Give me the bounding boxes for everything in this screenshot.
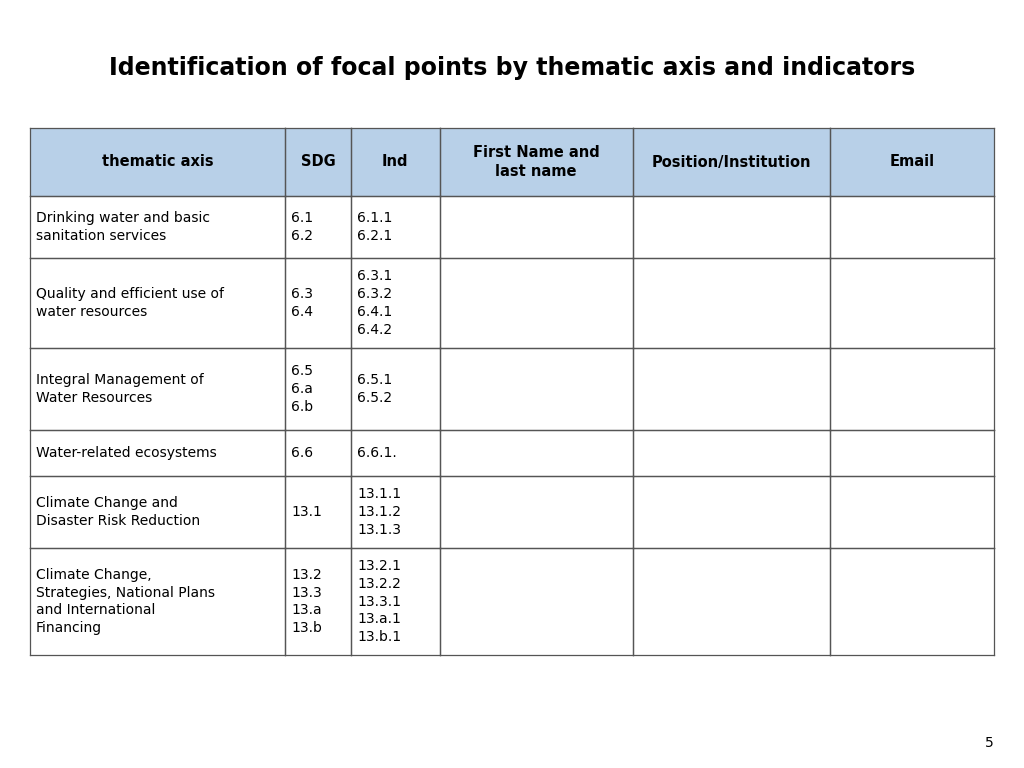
Text: Integral Management of
Water Resources: Integral Management of Water Resources [36,373,204,405]
Bar [286,128,351,196]
Bar [439,548,633,655]
Bar [351,348,439,430]
Text: 6.5.1
6.5.2: 6.5.1 6.5.2 [357,373,392,405]
Text: 6.1
6.2: 6.1 6.2 [292,211,313,243]
Bar [439,430,633,476]
Bar [30,258,286,348]
Text: SDG: SDG [301,154,336,170]
Bar [30,548,286,655]
Bar [830,476,994,548]
Text: 6.6: 6.6 [292,446,313,460]
Text: Drinking water and basic
sanitation services: Drinking water and basic sanitation serv… [36,211,210,243]
Bar [30,348,286,430]
Text: thematic axis: thematic axis [102,154,214,170]
Bar [439,348,633,430]
Bar [439,476,633,548]
Bar [633,430,830,476]
Text: Position/Institution: Position/Institution [651,154,811,170]
Text: 5: 5 [985,736,994,750]
Text: Climate Change,
Strategies, National Plans
and International
Financing: Climate Change, Strategies, National Pla… [36,568,215,635]
Bar [30,430,286,476]
Bar [633,348,830,430]
Text: 13.2.1
13.2.2
13.3.1
13.a.1
13.b.1: 13.2.1 13.2.2 13.3.1 13.a.1 13.b.1 [357,559,401,644]
Bar [830,258,994,348]
Bar [633,196,830,258]
Text: Identification of focal points by thematic axis and indicators: Identification of focal points by themat… [109,56,915,80]
Text: Quality and efficient use of
water resources: Quality and efficient use of water resou… [36,287,224,319]
Text: First Name and
last name: First Name and last name [473,145,599,179]
Bar [286,476,351,548]
Bar [351,548,439,655]
Bar [830,548,994,655]
Text: 13.1: 13.1 [292,505,323,519]
Text: 6.6.1.: 6.6.1. [357,446,396,460]
Bar [286,548,351,655]
Bar [30,128,286,196]
Bar [439,258,633,348]
Text: Climate Change and
Disaster Risk Reduction: Climate Change and Disaster Risk Reducti… [36,496,200,528]
Bar [633,548,830,655]
Bar [439,196,633,258]
Text: 6.5
6.a
6.b: 6.5 6.a 6.b [292,364,313,414]
Bar [286,196,351,258]
Bar [439,128,633,196]
Text: Ind: Ind [382,154,409,170]
Bar [351,476,439,548]
Text: Water-related ecosystems: Water-related ecosystems [36,446,217,460]
Bar [286,258,351,348]
Bar [30,476,286,548]
Bar [830,196,994,258]
Bar [30,196,286,258]
Bar [351,430,439,476]
Text: Email: Email [890,154,935,170]
Text: 6.1.1
6.2.1: 6.1.1 6.2.1 [357,211,392,243]
Text: 6.3.1
6.3.2
6.4.1
6.4.2: 6.3.1 6.3.2 6.4.1 6.4.2 [357,270,392,337]
Bar [633,128,830,196]
Bar [830,128,994,196]
Bar [286,430,351,476]
Bar [830,430,994,476]
Bar [351,258,439,348]
Bar [633,258,830,348]
Bar [351,128,439,196]
Bar [830,348,994,430]
Text: 13.2
13.3
13.a
13.b: 13.2 13.3 13.a 13.b [292,568,323,635]
Bar [286,348,351,430]
Text: 13.1.1
13.1.2
13.1.3: 13.1.1 13.1.2 13.1.3 [357,487,401,537]
Bar [633,476,830,548]
Text: 6.3
6.4: 6.3 6.4 [292,287,313,319]
Bar [351,196,439,258]
